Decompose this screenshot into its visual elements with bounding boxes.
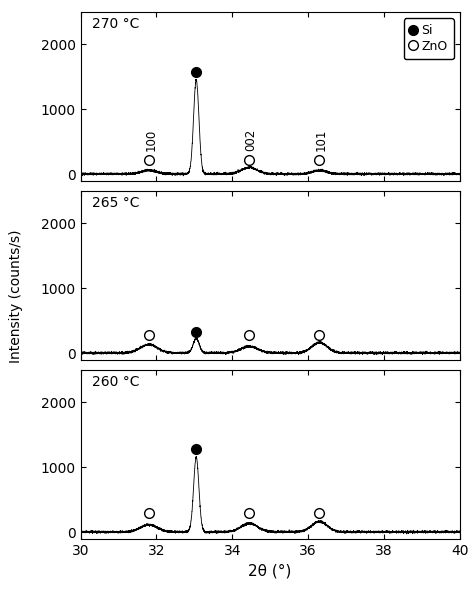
Text: 270 °C: 270 °C	[92, 17, 139, 31]
Legend: Si, ZnO: Si, ZnO	[403, 18, 454, 59]
Text: 100: 100	[144, 129, 157, 152]
Text: Intensity (counts/s): Intensity (counts/s)	[9, 229, 24, 363]
Text: 265 °C: 265 °C	[92, 196, 139, 210]
Text: 260 °C: 260 °C	[92, 375, 139, 389]
Text: 002: 002	[245, 129, 258, 152]
Text: 101: 101	[315, 129, 328, 152]
X-axis label: 2θ (°): 2θ (°)	[248, 563, 292, 578]
